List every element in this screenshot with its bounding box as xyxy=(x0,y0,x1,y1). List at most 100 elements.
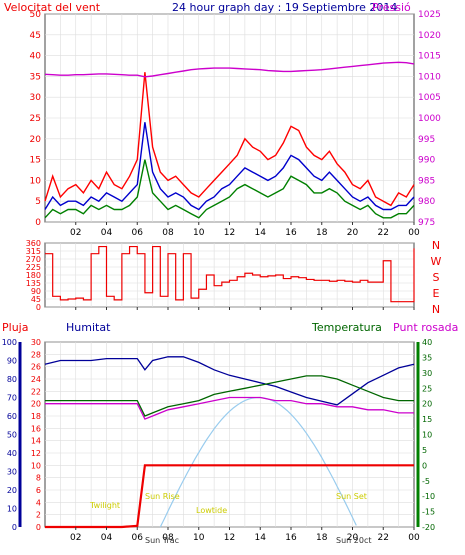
y-tick-label-right: 1020 xyxy=(418,31,441,41)
y-tick-label-rain: 10 xyxy=(31,461,41,470)
series-pluja-line xyxy=(45,464,414,529)
y-tick-label-rain: 28 xyxy=(31,350,41,359)
y-tick-label-right: 1000 xyxy=(418,114,441,124)
y-tick-label-rain: 6 xyxy=(36,486,41,495)
x-tick-label: 16 xyxy=(285,533,297,543)
x-tick-label: 12 xyxy=(224,228,235,238)
y-tick-label-humidity: 30 xyxy=(7,468,17,477)
y-tick-label-rain: 20 xyxy=(31,400,41,409)
y-tick-label-rain: 0 xyxy=(36,523,41,532)
y-tick-label-temp: -20 xyxy=(422,523,435,532)
y-tick-label-rain: 14 xyxy=(31,437,41,446)
y-tick-label-temp: -15 xyxy=(422,508,435,517)
y-tick-label-dir: 90 xyxy=(31,287,41,296)
x-tick-label: 16 xyxy=(285,228,297,238)
chart-title: 24 hour graph day : 19 Septiembre 2014 xyxy=(172,1,397,14)
dewpoint-title: Punt rosada xyxy=(393,321,458,334)
y-tick-label-right: 1025 xyxy=(418,10,441,20)
wind-average-line xyxy=(44,122,415,211)
y-tick-label-temp: 10 xyxy=(422,431,432,440)
y-tick-label-dir: 225 xyxy=(26,263,41,272)
direction-label: N xyxy=(432,303,440,316)
wind-gust-line xyxy=(44,72,415,207)
wind-direction-line xyxy=(45,245,415,303)
x-tick-label: 02 xyxy=(70,533,81,543)
y-tick-label-left: 10 xyxy=(30,176,42,186)
y-tick-label-temp: 40 xyxy=(422,338,432,347)
y-tick-label-rain: 12 xyxy=(31,449,41,458)
y-tick-label-right: 1005 xyxy=(418,93,441,103)
y-tick-label-humidity: 50 xyxy=(7,431,17,440)
x-tick-label: 18 xyxy=(316,228,328,238)
y-tick-label-humidity: 40 xyxy=(7,449,17,458)
pressure-title: Pressió xyxy=(372,1,411,14)
y-tick-label-temp: -10 xyxy=(422,492,435,501)
y-tick-label-right: 980 xyxy=(418,197,435,207)
sunset-label: Sun Set xyxy=(336,492,367,501)
y-tick-label-rain: 4 xyxy=(36,498,41,507)
y-tick-label-temp: -5 xyxy=(422,477,430,486)
x-tick-label: 20 xyxy=(347,533,359,543)
wind-speed-panel: 0510152025303540455097598098599099510001… xyxy=(30,10,442,238)
y-tick-label-temp: 5 xyxy=(422,446,427,455)
y-tick-label-right: 995 xyxy=(418,135,435,145)
x-tick-label: 10 xyxy=(193,228,205,238)
series-humitat-line xyxy=(44,356,415,406)
x-tick-label: 04 xyxy=(101,533,113,543)
y-tick-label-temp: 25 xyxy=(422,384,432,393)
y-tick-label-humidity: 10 xyxy=(7,505,17,514)
y-tick-label-left: 20 xyxy=(30,135,42,145)
rain-title: Pluja xyxy=(2,321,28,334)
x-tick-label: 22 xyxy=(378,533,389,543)
y-tick-label-rain: 18 xyxy=(31,412,41,421)
x-tick-label: 08 xyxy=(162,533,174,543)
direction-label: E xyxy=(433,287,440,300)
y-tick-label-temp: 20 xyxy=(422,400,432,409)
wind-min-line xyxy=(44,159,415,219)
y-tick-label-humidity: 20 xyxy=(7,486,17,495)
y-tick-label-rain: 22 xyxy=(31,387,41,396)
y-tick-label-left: 35 xyxy=(30,72,41,82)
x-tick-label: 14 xyxy=(255,228,267,238)
y-tick-label-right: 1015 xyxy=(418,52,441,62)
y-tick-label-dir: 180 xyxy=(26,271,41,280)
lowtide-label: Lowtide xyxy=(196,506,227,515)
y-tick-label-rain: 8 xyxy=(36,474,41,483)
x-tick-label: 08 xyxy=(162,228,174,238)
y-tick-label-rain: 26 xyxy=(31,363,41,372)
x-tick-label: 06 xyxy=(132,228,144,238)
y-tick-label-right: 1010 xyxy=(418,72,441,82)
y-tick-label-right: 985 xyxy=(418,176,435,186)
pressure-line xyxy=(44,61,415,78)
temperature-title: Temperatura xyxy=(311,321,382,334)
y-tick-label-left: 40 xyxy=(30,52,42,62)
y-tick-label-dir: 0 xyxy=(36,303,41,312)
temperature-panel: 0246810121416182022242628300102030405060… xyxy=(2,338,435,543)
y-tick-label-dir: 135 xyxy=(26,279,41,288)
y-tick-label-left: 45 xyxy=(30,31,41,41)
y-tick-label-humidity: 60 xyxy=(7,412,17,421)
twilight-label: Twilight xyxy=(89,501,120,510)
y-tick-label-dir: 270 xyxy=(26,255,41,264)
x-tick-label: 00 xyxy=(408,228,420,238)
y-tick-label-temp: 0 xyxy=(422,461,427,470)
direction-label: W xyxy=(431,255,442,268)
y-tick-label-left: 5 xyxy=(35,197,41,207)
y-tick-label-left: 0 xyxy=(35,218,41,228)
y-tick-label-right: 990 xyxy=(418,156,435,166)
x-tick-label: 00 xyxy=(408,533,420,543)
sunrise-label: Sun Rise xyxy=(145,492,180,501)
y-tick-label-humidity: 0 xyxy=(12,523,17,532)
y-tick-label-dir: 45 xyxy=(31,295,41,304)
direction-label: S xyxy=(433,271,440,284)
sunset-time-label: Sun 20ct xyxy=(336,536,371,545)
y-tick-label-temp: 35 xyxy=(422,353,432,362)
y-tick-label-humidity: 80 xyxy=(7,375,17,384)
x-tick-label: 20 xyxy=(347,228,359,238)
y-tick-label-left: 15 xyxy=(30,156,41,166)
y-tick-label-left: 50 xyxy=(30,10,42,20)
series-temperatura-line xyxy=(45,375,414,417)
x-tick-label: 12 xyxy=(224,533,235,543)
